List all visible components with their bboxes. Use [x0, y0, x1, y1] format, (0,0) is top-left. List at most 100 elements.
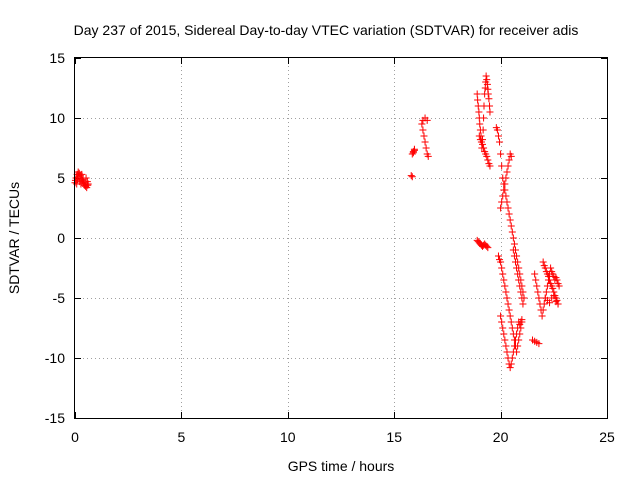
data-point [408, 173, 416, 181]
data-point [542, 288, 550, 296]
data-point [494, 132, 502, 140]
data-point [506, 364, 514, 372]
data-point [553, 296, 561, 304]
data-point [544, 272, 552, 280]
data-point [519, 300, 527, 308]
data-point [419, 126, 427, 134]
data-point [507, 222, 515, 230]
data-point [496, 138, 504, 146]
x-tick-labels: 0 5 10 15 20 25 [71, 429, 615, 445]
data-point [82, 174, 90, 182]
data-point [541, 264, 549, 272]
data-point [550, 292, 558, 300]
data-point [475, 108, 483, 116]
data-point [480, 114, 488, 122]
data-point [77, 180, 85, 188]
data-point [507, 360, 515, 368]
grid-lines [75, 58, 607, 418]
data-point [509, 234, 517, 242]
data-point [498, 198, 506, 206]
data-point [499, 270, 507, 278]
data-point [538, 312, 546, 320]
data-point [503, 348, 511, 356]
data-point [480, 144, 488, 152]
data-point [407, 172, 415, 180]
y-tick-label: 10 [49, 110, 65, 126]
data-point [555, 282, 563, 290]
data-point [498, 318, 506, 326]
data-point [484, 90, 492, 98]
data-point [546, 299, 554, 307]
data-point [505, 156, 513, 164]
data-point [423, 116, 431, 124]
data-point [509, 246, 517, 254]
data-point [473, 90, 481, 98]
data-point [475, 132, 483, 140]
data-point [483, 152, 491, 160]
data-point [410, 146, 418, 154]
data-point [84, 180, 92, 188]
data-point [500, 330, 508, 338]
data-point [513, 264, 521, 272]
data-points [71, 72, 563, 372]
data-point [483, 242, 491, 250]
x-tick-label: 10 [280, 429, 296, 445]
data-point [497, 312, 505, 320]
data-point [421, 138, 429, 146]
data-point [498, 162, 506, 170]
data-point [553, 276, 561, 284]
data-point [505, 306, 513, 314]
data-point [510, 252, 518, 260]
data-point [554, 300, 562, 308]
data-point [534, 288, 542, 296]
data-point [549, 284, 557, 292]
y-axis-label: SDTVAR / TECUs [6, 182, 22, 294]
data-point [546, 276, 554, 284]
chart-title: Day 237 of 2015, Sidereal Day-to-day VTE… [74, 22, 579, 38]
data-point [539, 258, 547, 266]
x-tick-label: 0 [71, 429, 79, 445]
data-point [539, 306, 547, 314]
data-point [514, 270, 522, 278]
data-point [494, 252, 502, 260]
data-point [502, 342, 510, 350]
y-tick-label: 0 [57, 230, 65, 246]
data-point [506, 312, 514, 320]
data-point [518, 294, 526, 302]
data-point [499, 324, 507, 332]
data-point [510, 342, 518, 350]
y-tick-label: -5 [53, 290, 66, 306]
data-point [483, 76, 491, 84]
data-point [540, 300, 548, 308]
data-point [516, 282, 524, 290]
data-point [500, 186, 508, 194]
data-point [501, 180, 509, 188]
data-point [486, 162, 494, 170]
data-point [484, 156, 492, 164]
data-point [81, 181, 89, 189]
data-point [532, 276, 540, 284]
data-point [479, 126, 487, 134]
y-tick-label: -15 [45, 410, 65, 426]
data-point [503, 294, 511, 302]
data-point [515, 276, 523, 284]
data-point [497, 150, 505, 158]
data-point [504, 162, 512, 170]
data-point [420, 132, 428, 140]
x-tick-label: 5 [178, 429, 186, 445]
data-point [514, 324, 522, 332]
data-point [418, 120, 426, 128]
data-point [497, 258, 505, 266]
data-point [504, 204, 512, 212]
data-point [78, 170, 86, 178]
data-point [506, 216, 514, 224]
data-point [502, 288, 510, 296]
data-point [424, 152, 432, 160]
data-point [493, 126, 501, 134]
data-point [535, 294, 543, 302]
data-point [476, 120, 484, 128]
data-point [501, 336, 509, 344]
data-point [500, 276, 508, 284]
x-tick-label: 15 [386, 429, 402, 445]
data-point [531, 270, 539, 278]
